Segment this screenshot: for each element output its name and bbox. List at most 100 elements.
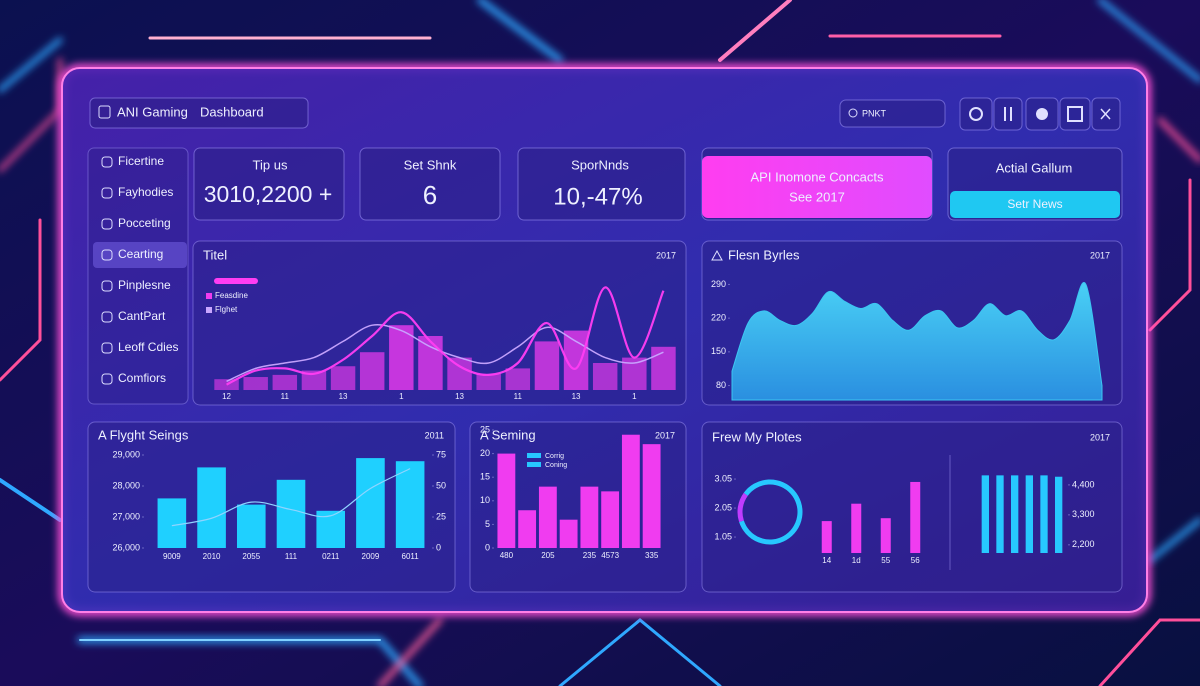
bar [447,357,472,390]
promo-banner[interactable] [702,156,932,218]
sidebar-icon [101,342,113,354]
sidebar-item[interactable]: Pocceting [118,216,171,230]
chart-title: Flesn Byrles [728,247,800,262]
icon-button[interactable] [1059,97,1091,131]
icon-glyph [1067,106,1083,122]
chart-title: A Flyght Seings [98,427,189,442]
chart-subtitle: 2017 [1090,250,1110,260]
bar [236,504,266,548]
header: ANI Gaming Dashboard PNKT [89,97,1121,131]
kpi-label: SporNnds [571,157,629,172]
y-tick-label: 0 [436,542,441,552]
sidebar-item[interactable]: Cearting [118,247,163,261]
x-tick-label: 2009 [362,552,380,561]
y-tick-label: 25 [480,424,490,434]
x-tick-label: 12 [222,392,231,401]
x-tick-label: 9009 [163,552,181,561]
icon-button[interactable] [959,97,993,131]
bar [330,366,356,390]
y-tick-label: 2,200 [1072,539,1095,549]
bar [534,341,560,390]
bar [642,444,661,548]
x-tick-label: 13 [455,392,464,401]
x-tick-label: 14 [822,556,831,565]
action-button[interactable] [950,191,1120,218]
bar [559,519,578,548]
sidebar-item[interactable]: Comfiors [118,371,166,385]
y-tick-label: 28,000 [112,480,140,490]
x-tick-label: 13 [572,392,581,401]
kpi-label: Tip us [253,157,288,172]
legend-pill [214,278,258,284]
bar [621,434,640,548]
sidebar-item[interactable]: Leoff Cdies [118,340,179,354]
app-subtitle: Dashboard [200,104,264,119]
icon-button[interactable] [993,97,1023,131]
kpi-label: Set Shnk [404,157,457,172]
x-tick-label: 480 [500,551,514,560]
x-tick-label: 4573 [601,551,619,560]
x-tick-label: 335 [645,551,659,560]
sidebar-item[interactable]: Ficertine [118,154,164,168]
bar [1040,475,1048,553]
line [226,286,665,386]
bar [356,458,385,548]
legend-label: Feasdine [215,291,248,300]
action-button-label: Setr News [1007,197,1062,211]
sidebar-icon [101,156,113,168]
app-title: ANI Gaming [117,104,188,119]
bar [505,368,531,390]
bar [1011,475,1019,553]
search-box[interactable] [839,99,946,128]
neon-line [1147,517,1200,563]
title-icon [711,249,723,261]
y-tick-label: 220 [711,313,726,323]
bar [157,498,187,548]
sidebar-icon [101,218,113,230]
bar [1055,476,1063,553]
promo-subtitle: See 2017 [789,189,845,204]
y-tick-label: 10 [480,495,490,505]
chart-title: A Seming [480,427,536,442]
sidebar-item[interactable]: Fayhodies [118,185,173,199]
x-tick-label: 55 [881,556,890,565]
search-icon [848,108,858,118]
bar [276,479,306,548]
y-tick-label: 5 [485,519,490,529]
kpi-card [193,147,345,221]
kpi-card [359,147,501,221]
sidebar-icon [101,249,113,261]
sidebar-active [93,242,187,268]
bar [996,475,1004,553]
bar [651,346,676,390]
sidebar-item[interactable]: Pinplesne [118,278,171,292]
x-tick-label: 13 [339,392,348,401]
sidebar-panel [87,147,189,405]
bar [592,363,618,390]
logo-icon [98,105,111,119]
chart-title: Titel [203,247,227,262]
y-tick-label: 20 [480,448,490,458]
x-tick-label: 205 [541,551,555,560]
y-tick-label: 75 [436,449,446,459]
neon-line [0,478,62,522]
legend-label: Coning [545,462,567,469]
bar [197,467,226,548]
chart-subtitle: 2017 [655,430,675,440]
bar [851,503,862,553]
icon-glyph [1036,108,1048,120]
action-title: Actial Gallum [996,160,1073,175]
y-tick-label: 27,000 [112,511,140,521]
legend-swatch [206,293,212,299]
neon-line [1157,117,1200,163]
kpi-value: 3010,2200 + [204,181,333,207]
legend-swatch [206,307,212,313]
y-tick-label: 150 [711,346,726,356]
legend-swatch [527,462,541,467]
bar [243,377,268,390]
header-box [89,97,309,129]
y-tick-label: 15 [480,472,490,482]
neon-line [558,618,722,686]
x-tick-label: 2010 [203,552,221,561]
sidebar-item[interactable]: CantPart [118,309,166,323]
